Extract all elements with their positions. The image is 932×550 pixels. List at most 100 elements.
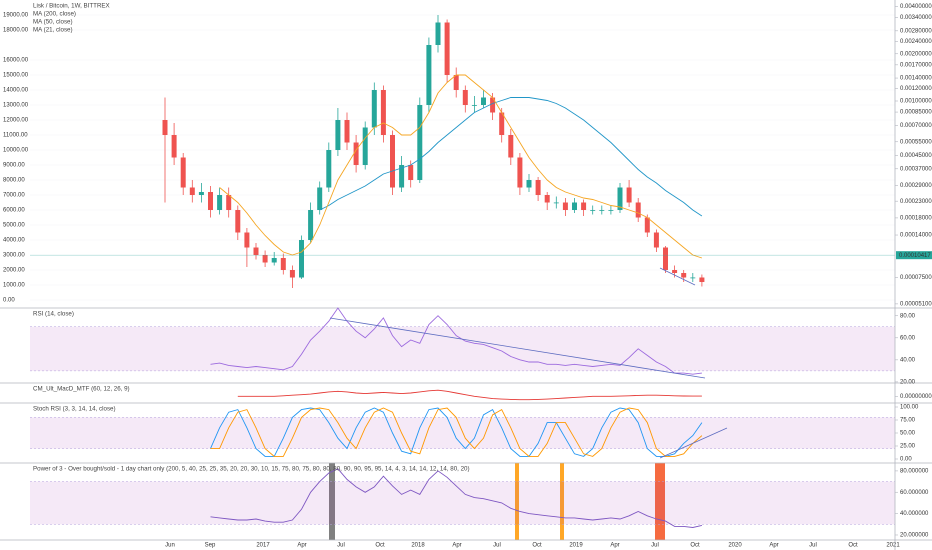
candle-body xyxy=(608,210,614,211)
candle-body xyxy=(508,135,514,158)
candle-body xyxy=(289,270,295,278)
series-line xyxy=(219,74,703,259)
left-tick-label: 13000.00 xyxy=(3,103,29,109)
candle-body xyxy=(699,277,705,283)
right-tick-label: 0.00280000 xyxy=(900,28,932,34)
candle-body xyxy=(271,258,277,263)
candle-body xyxy=(299,240,304,278)
left-tick-label: 6000.00 xyxy=(3,208,25,214)
candle-body xyxy=(399,165,405,188)
time-label: Jul xyxy=(651,543,659,549)
right-tick-label: 0.00023000 xyxy=(900,199,932,205)
time-label: Apr xyxy=(452,543,461,549)
band xyxy=(30,417,895,449)
time-label: Jul xyxy=(809,543,817,549)
left-tick-label: 8000.00 xyxy=(3,178,25,184)
candle-body xyxy=(380,90,386,136)
right-tick-label: 0.00037000 xyxy=(900,166,932,172)
right-tick-label: 0.00340000 xyxy=(900,15,932,21)
last-price-label: 0.00010417 xyxy=(899,253,931,259)
left-tick-label: 18000.00 xyxy=(3,28,29,34)
time-label: 2019 xyxy=(569,543,583,549)
left-tick-label: 19000.00 xyxy=(3,13,29,19)
band xyxy=(30,326,895,371)
pane-title: Power of 3 - Over bought/sold - 1 day ch… xyxy=(33,466,470,473)
left-tick-label: 0.00 xyxy=(3,298,15,304)
candle-body xyxy=(226,195,232,211)
series-line xyxy=(319,97,703,217)
time-label: Jul xyxy=(493,543,501,549)
legend-entry: MA (50, close) xyxy=(33,19,73,26)
candle-body xyxy=(280,258,286,271)
left-tick-label: 4000.00 xyxy=(3,238,25,244)
right-tick-label: 0.00240000 xyxy=(900,39,932,45)
candle-body xyxy=(553,202,559,204)
candle-body xyxy=(189,187,195,196)
left-tick-label: 9000.00 xyxy=(3,163,25,169)
right-tick-label: 0.00055000 xyxy=(900,139,932,145)
right-tick-label: 20.00 xyxy=(900,379,916,385)
time-label: Oct xyxy=(848,543,858,549)
left-tick-label: 7000.00 xyxy=(3,193,25,199)
candle-body xyxy=(572,202,577,211)
left-tick-label: 14000.00 xyxy=(3,88,29,94)
right-tick-label: 0.00070000 xyxy=(900,123,932,129)
plot-layer: 0.00 1000.00 2000.00 3000.00 4000.00 5000.00 6… xyxy=(0,3,932,549)
candle-body xyxy=(408,165,414,181)
time-label: Oct xyxy=(690,543,700,549)
candle-body xyxy=(426,45,432,106)
right-tick-label: 80.000000 xyxy=(900,468,929,474)
right-tick-label: 0.00400000 xyxy=(900,4,932,10)
time-label: Oct xyxy=(375,543,385,549)
time-label: Oct xyxy=(532,543,542,549)
candle-body xyxy=(653,232,659,248)
event-highlight xyxy=(560,463,564,540)
candle-body xyxy=(626,187,632,203)
candle-body xyxy=(308,210,314,241)
candle-body xyxy=(526,180,532,188)
candle-body xyxy=(326,150,332,188)
right-tick-label: 80.00 xyxy=(900,313,916,319)
right-tick-label: 40.00 xyxy=(900,357,916,363)
candle-body xyxy=(635,202,641,218)
series-line xyxy=(210,307,702,375)
candle-body xyxy=(390,135,395,188)
candle-body xyxy=(371,90,377,128)
last-price-box xyxy=(896,251,932,260)
candle-body xyxy=(353,142,359,166)
right-tick-label: 25.00 xyxy=(900,444,916,450)
candle-body xyxy=(262,255,268,263)
candle-body xyxy=(444,22,450,76)
series-line xyxy=(210,468,703,528)
candle-body xyxy=(171,135,177,158)
right-tick-label: 0.00120000 xyxy=(900,86,932,92)
event-highlight xyxy=(329,463,335,540)
candle-body xyxy=(663,247,668,271)
candle-body xyxy=(180,157,186,188)
left-tick-label: 5000.00 xyxy=(3,223,25,229)
candle-body xyxy=(562,202,568,211)
candle-body xyxy=(462,90,468,106)
trendline xyxy=(329,317,706,379)
candle-body xyxy=(517,157,523,188)
time-label: 2018 xyxy=(411,543,425,549)
candle-body xyxy=(362,127,368,166)
series-line xyxy=(210,407,703,457)
candle-body xyxy=(198,192,204,196)
legend-entry: MA (21, close) xyxy=(33,27,73,34)
candle-body xyxy=(253,247,259,256)
candle-body xyxy=(581,202,587,211)
trendline xyxy=(659,267,696,286)
right-tick-label: 20.000000 xyxy=(900,533,929,539)
pane-title: CM_Ult_MacD_MTF (60, 12, 26, 9) xyxy=(33,386,130,393)
right-tick-label: 75.00 xyxy=(900,418,916,424)
time-label: Apr xyxy=(610,543,619,549)
left-tick-label: 1000.00 xyxy=(3,283,25,289)
left-tick-label: 10000.00 xyxy=(3,148,29,154)
candle-body xyxy=(644,217,650,233)
left-tick-label: 2000.00 xyxy=(3,268,25,274)
band xyxy=(30,481,895,525)
series-line xyxy=(210,407,703,457)
right-tick-label: 0.00007500 xyxy=(900,275,932,281)
